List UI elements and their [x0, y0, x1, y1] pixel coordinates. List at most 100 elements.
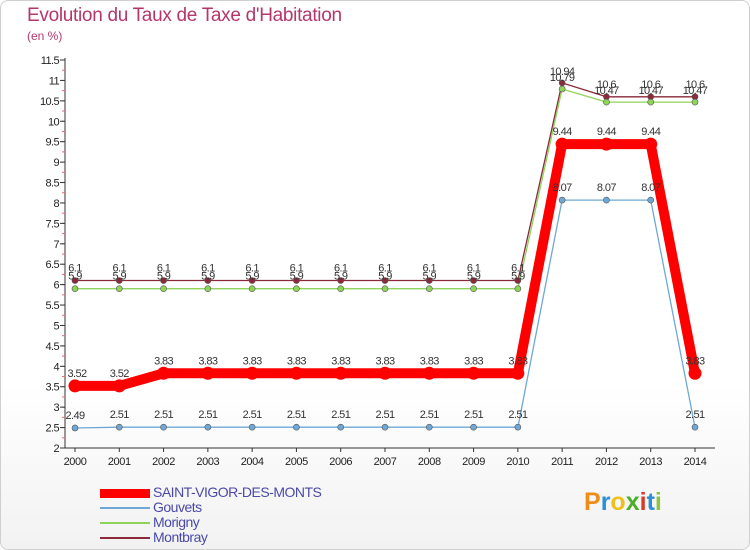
data-point: [514, 423, 522, 431]
data-label: 10.47: [683, 85, 708, 97]
logo-letter: i: [639, 488, 647, 516]
data-point: [691, 98, 699, 106]
data-label: 3.52: [110, 368, 129, 380]
y-tick-label: 6.5: [46, 259, 60, 271]
axes: 2 2.5 3 3.5 4 4.5 5 5.5 6 6.5 7 7.5 8 8.5 9 9.5 10 10.5 11…: [40, 55, 715, 468]
data-point: [337, 277, 345, 284]
logo-letter: x: [625, 488, 640, 516]
data-label: 2.51: [331, 409, 350, 421]
y-tick-label: 10: [48, 116, 60, 128]
data-point: [603, 98, 610, 106]
series-points: [68, 79, 702, 432]
y-tick-label: 2: [53, 443, 59, 455]
data-label: 2.51: [110, 409, 129, 421]
data-point: [691, 423, 699, 431]
data-label: 6.1: [290, 263, 304, 275]
data-label: 6.1: [511, 263, 525, 275]
proxiti-logo: Proxiti: [584, 488, 662, 517]
data-label: 5.9: [290, 271, 304, 283]
data-point: [514, 285, 522, 293]
data-point: [381, 285, 389, 293]
data-point: [204, 285, 212, 293]
data-point: [201, 366, 215, 380]
x-tick-label: 2002: [152, 456, 175, 468]
data-label: 2.51: [508, 409, 527, 421]
data-label: 2.49: [65, 410, 84, 422]
data-point: [293, 277, 300, 284]
data-label: 10.6: [685, 79, 704, 91]
data-point: [71, 285, 79, 293]
data-point: [381, 277, 389, 284]
logo-letter: r: [600, 488, 611, 516]
x-tick-label: 2001: [108, 456, 131, 468]
legend-swatch: [100, 522, 150, 524]
y-tick-label: 10.5: [40, 96, 59, 108]
data-point: [204, 423, 212, 431]
data-point: [511, 366, 525, 380]
data-point: [647, 196, 655, 204]
legend-label: Gouvets: [153, 499, 202, 515]
x-tick-label: 2004: [241, 456, 264, 468]
chart-title: Evolution du Taux de Taxe d'Habitation: [27, 5, 342, 26]
data-point: [248, 277, 256, 284]
data-labels: 3.52 3.52 3.83 3.83 3.83 3.83 3.83 3.83 3.83 3.83…: [65, 66, 708, 422]
data-label: 3.83: [420, 355, 439, 367]
data-point: [514, 277, 522, 284]
data-label: 5.9: [113, 271, 127, 283]
data-point: [558, 85, 566, 93]
data-label: 6.1: [68, 263, 82, 275]
data-point: [71, 277, 79, 284]
data-label: 3.83: [685, 355, 704, 367]
data-label: 5.9: [68, 271, 82, 283]
data-label: 10.94: [550, 66, 575, 78]
legend-swatch: [100, 537, 150, 539]
data-label: 5.9: [245, 271, 259, 283]
data-label: 3.83: [243, 355, 262, 367]
data-label: 2.51: [287, 409, 306, 421]
x-tick-label: 2003: [196, 456, 219, 468]
x-tick-label: 2009: [462, 456, 485, 468]
y-tick-label: 11.5: [41, 55, 60, 67]
data-label: 3.83: [464, 355, 483, 367]
data-label: 6.1: [423, 263, 437, 275]
legend-label: Montbray: [153, 529, 208, 545]
data-point: [289, 366, 303, 380]
data-label: 9.44: [597, 126, 616, 138]
data-label: 6.1: [113, 263, 127, 275]
data-point: [157, 366, 171, 380]
data-label: 6.1: [245, 263, 259, 275]
logo-letter: i: [654, 488, 662, 516]
data-label: 3.83: [331, 355, 350, 367]
data-label: 10.79: [550, 72, 575, 84]
data-label: 5.9: [467, 271, 481, 283]
data-point: [599, 137, 613, 151]
data-label: 6.1: [467, 263, 481, 275]
logo-letter: P: [584, 488, 601, 516]
data-label: 2.51: [243, 409, 262, 421]
data-label: 5.9: [423, 271, 437, 283]
data-point: [688, 366, 702, 380]
data-label: 8.07: [641, 182, 660, 194]
data-point: [204, 277, 212, 284]
x-tick-label: 2012: [595, 456, 618, 468]
data-label: 2.51: [154, 409, 173, 421]
data-point: [558, 196, 566, 204]
data-label: 3.83: [508, 355, 527, 367]
data-point: [381, 423, 389, 431]
data-label: 3.52: [67, 368, 86, 380]
y-tick-label: 4: [53, 361, 59, 373]
logo-letter: o: [610, 488, 626, 516]
y-tick-label: 9: [53, 157, 59, 169]
data-label: 2.51: [198, 409, 217, 421]
data-point: [647, 98, 655, 106]
data-label: 6.1: [157, 263, 171, 275]
y-tick-label: 7: [53, 239, 59, 251]
data-point: [425, 285, 433, 293]
x-tick-label: 2014: [684, 456, 707, 468]
data-point: [112, 379, 126, 393]
data-label: 10.47: [638, 85, 663, 97]
data-label: 3.83: [198, 355, 217, 367]
data-point: [160, 277, 167, 284]
